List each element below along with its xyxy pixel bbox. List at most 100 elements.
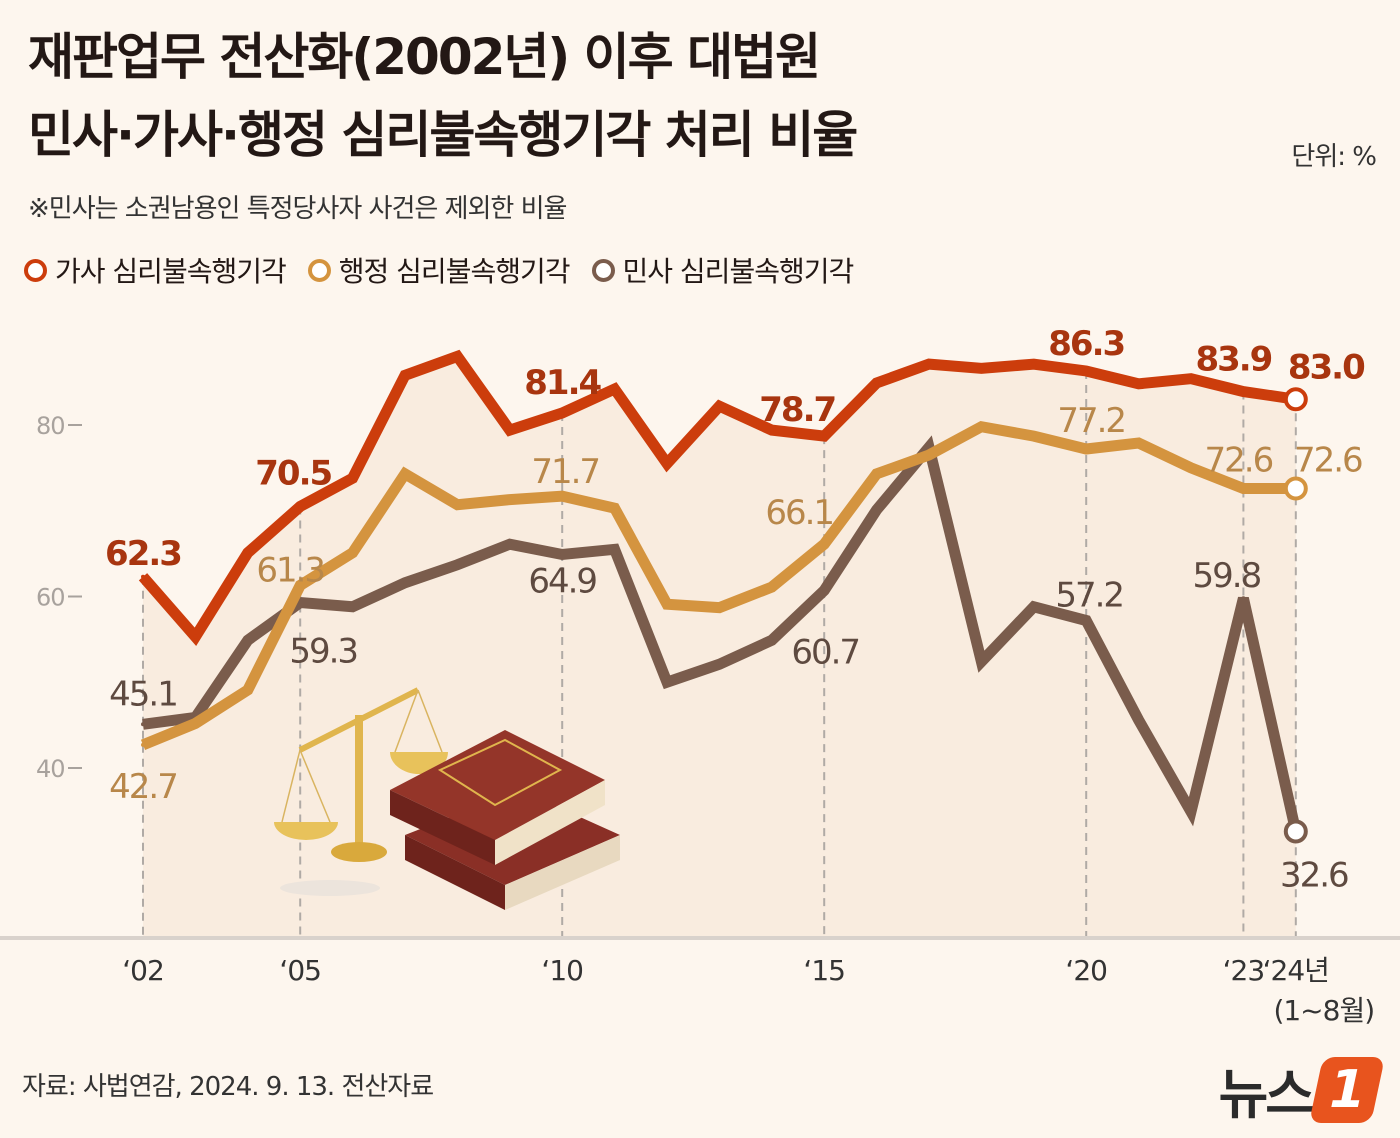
y-tick-label: 40 xyxy=(36,755,65,783)
data-label: 71.7 xyxy=(531,452,599,492)
legend-marker-icon xyxy=(307,258,331,282)
data-point xyxy=(1084,618,1089,623)
data-label: 86.3 xyxy=(1048,324,1124,364)
data-point xyxy=(665,680,669,685)
data-point xyxy=(507,428,512,433)
data-point xyxy=(403,471,407,476)
legend-label: 행정 심리불속행기각 xyxy=(338,255,571,288)
x-tick-label: ‘05 xyxy=(279,954,321,987)
data-point xyxy=(717,605,722,610)
data-point xyxy=(612,506,617,511)
data-point xyxy=(612,547,617,552)
data-point xyxy=(874,507,879,512)
x-tick-label: ‘24년 xyxy=(1263,954,1329,987)
data-label: 72.6 xyxy=(1205,440,1273,480)
data-point xyxy=(507,542,512,547)
logo-text: 뉴스 xyxy=(1218,1063,1315,1126)
data-point xyxy=(1189,465,1193,470)
data-point xyxy=(141,722,145,727)
logo-mark: 1 xyxy=(1308,1056,1386,1123)
data-point xyxy=(1189,376,1193,381)
data-point xyxy=(403,373,407,378)
data-point xyxy=(665,461,669,466)
legend-marker-icon xyxy=(24,258,47,282)
x-tick-sublabel: (1~8월) xyxy=(1273,994,1374,1027)
title-line-1: 재판업무 전산화(2002년) 이후 대법원 xyxy=(28,28,821,86)
data-point xyxy=(979,659,984,664)
legend-label: 민사 심리불속행기각 xyxy=(622,255,855,288)
data-label: 42.7 xyxy=(109,767,177,807)
data-point xyxy=(979,366,984,371)
data-point xyxy=(769,428,774,433)
x-tick-label: ‘20 xyxy=(1065,954,1107,987)
data-label: 64.9 xyxy=(528,561,596,601)
data-point xyxy=(350,476,355,481)
data-label: 32.6 xyxy=(1280,855,1348,895)
scales-and-law-books-illustration xyxy=(274,687,620,910)
data-point xyxy=(717,404,722,409)
legend-marker-icon xyxy=(591,258,615,282)
news1-logo: 뉴스 1 xyxy=(1218,1050,1386,1129)
data-point xyxy=(560,410,565,415)
data-label: 59.8 xyxy=(1193,556,1261,596)
data-point xyxy=(350,550,355,555)
legend-item-family: 가사 심리불속행기각 xyxy=(24,250,287,290)
data-point xyxy=(1084,447,1089,452)
legend-item-civil: 민사 심리불속행기각 xyxy=(591,250,855,290)
data-label: 77.2 xyxy=(1057,401,1125,441)
data-point xyxy=(1189,809,1193,814)
data-point xyxy=(1031,604,1036,609)
data-point xyxy=(245,687,250,692)
data-point xyxy=(769,585,774,590)
legend-item-admin: 행정 심리불속행기각 xyxy=(307,250,571,290)
data-point xyxy=(298,600,303,605)
data-point xyxy=(1031,434,1036,439)
data-point xyxy=(1031,362,1036,367)
x-tick-label: ‘10 xyxy=(541,954,583,987)
data-point xyxy=(141,742,145,747)
data-point xyxy=(455,354,460,359)
data-point xyxy=(822,588,827,593)
data-point xyxy=(822,434,827,439)
data-label: 81.4 xyxy=(524,363,601,403)
data-point xyxy=(665,602,669,607)
data-label: 66.1 xyxy=(765,493,833,533)
data-point xyxy=(612,386,617,391)
data-point xyxy=(403,580,407,585)
data-point xyxy=(298,504,303,509)
data-point xyxy=(1084,368,1089,373)
data-point xyxy=(1241,389,1246,394)
data-point xyxy=(245,550,250,555)
data-point xyxy=(1283,819,1308,844)
source-note: 자료: 사법연감, 2024. 9. 13. 전산자료 xyxy=(22,1072,434,1102)
chart-note: ※민사는 소권남용인 특정당사자 사건은 제외한 비율 xyxy=(28,194,567,224)
data-label: 62.3 xyxy=(105,534,181,574)
data-point xyxy=(193,721,198,726)
y-tick-label: 60 xyxy=(36,584,65,612)
data-label: 78.7 xyxy=(759,390,835,430)
x-axis-line xyxy=(0,936,1400,940)
data-point xyxy=(769,638,774,643)
data-point xyxy=(927,453,931,458)
x-tick-label: ‘02 xyxy=(122,954,164,987)
unit-label: 단위: % xyxy=(1291,142,1377,172)
x-tick-label: ‘15 xyxy=(803,954,845,987)
data-point xyxy=(717,662,722,667)
legend: 가사 심리불속행기각 행정 심리불속행기각 민사 심리불속행기각 xyxy=(24,250,855,290)
data-label: 83.0 xyxy=(1288,347,1365,387)
data-point xyxy=(245,638,250,643)
data-point xyxy=(141,574,145,579)
data-label: 60.7 xyxy=(791,632,859,672)
data-label: 61.3 xyxy=(256,550,324,590)
data-point xyxy=(1283,387,1308,412)
data-point xyxy=(874,380,879,385)
data-point xyxy=(822,542,827,547)
data-label: 70.5 xyxy=(255,453,331,493)
data-point xyxy=(1136,717,1141,722)
data-point xyxy=(1136,381,1141,386)
data-label: 72.6 xyxy=(1294,440,1362,480)
y-tick-label: 80 xyxy=(36,412,65,440)
data-point xyxy=(560,552,565,557)
data-point xyxy=(455,562,460,567)
